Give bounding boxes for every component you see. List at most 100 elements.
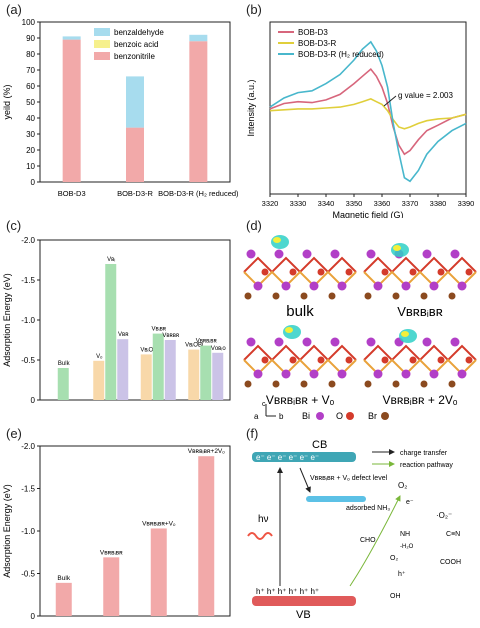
x-tick-label: 3370 (402, 199, 419, 208)
axis-a-label: a (254, 412, 259, 421)
series-line (269, 67, 467, 156)
structure-vbrbibr-vo (243, 325, 357, 389)
bar (188, 349, 200, 400)
structure-panel-d: bulk Vʙʀʙᵢʙʀ Vʙʀʙᵢʙʀ + Vₒ Vʙʀʙᵢʙʀ + 2Vₒ … (243, 235, 477, 421)
bar (57, 368, 69, 400)
structure-vbrbibr-2vo (363, 329, 477, 389)
legend-label: BOB-D3-R (H₂ reduced) (298, 50, 384, 59)
bar (198, 456, 215, 616)
x-tick-label: BOB-D3-R (117, 189, 153, 198)
x-tick-label: BOB-D3-R (H₂ reduced) (158, 189, 239, 198)
y-tick-label: -2.0 (21, 236, 35, 245)
br-atom-icon (381, 412, 389, 420)
bar-label: Bulk (57, 575, 70, 582)
conduction-band (252, 452, 356, 462)
series-line (269, 98, 467, 130)
axis-c-label: c (262, 401, 266, 408)
legend-label: BOB-D3 (298, 28, 328, 37)
legend-br-label: Br (368, 411, 377, 421)
y-tick-label: 30 (26, 130, 35, 139)
bar-label: Vʙʀʙʀ (162, 333, 180, 339)
bar (212, 352, 224, 400)
axes-icon: c a b (254, 401, 284, 421)
chart-e-adsorption: 0 -0.5 -1.0 -1.5 -2.0 Adsorption Energy (eV) B… (2, 442, 231, 621)
y-tick-label: 40 (26, 114, 35, 123)
superoxide-label: ·O₂⁻ (436, 511, 452, 520)
bar-label: Vʙᵢ (107, 257, 115, 263)
y-tick-label: -1.5 (21, 276, 35, 285)
bar-benzaldehyde (62, 36, 81, 40)
y-tick-label: 10 (26, 162, 35, 171)
bar (55, 582, 72, 616)
legend-swatch (94, 28, 110, 36)
bar (93, 360, 105, 400)
x-axis-label: Magnetic field (G) (332, 210, 403, 218)
bar (140, 354, 152, 400)
bar-label: Vᴏʙᵢᴏ (211, 346, 226, 352)
oh-label: OH (390, 593, 401, 600)
bar-label: Vₒ (96, 354, 103, 360)
g-value-annotation: g value = 2.003 (398, 91, 453, 100)
bar (105, 264, 117, 400)
bar-label: Vʙʀʙᵢʙʀ+Vₒ (142, 520, 176, 527)
o2-label: O₂ (398, 481, 407, 490)
panel-label-f: (f) (246, 426, 259, 441)
mechanism-panel-f: CB e⁻ e⁻ e⁻ e⁻ e⁻ e⁻ h⁺ h⁺ h⁺ h⁺ h⁺ h⁺ V… (247, 439, 461, 621)
structure-label-vbrbibr: Vʙʀʙᵢʙʀ (397, 304, 443, 319)
panel-label-c: (c) (6, 218, 22, 233)
nh-label: NH (400, 531, 410, 538)
bar-label: Vʙʀ (118, 332, 129, 338)
y-tick-label: 90 (26, 34, 35, 43)
legend-label: benzaldehyde (114, 28, 164, 37)
y-tick-label: 50 (26, 98, 35, 107)
bar-benzaldehyde (189, 34, 208, 42)
panel-label-a: (a) (6, 2, 22, 17)
bar-benzonitrile (189, 41, 208, 183)
y-tick-label: 0 (31, 178, 36, 187)
legend-label: benzoic acid (114, 40, 158, 49)
bar-label: Bulk (58, 361, 71, 367)
panel-label-e: (e) (6, 426, 22, 441)
series-line (269, 40, 467, 183)
annotation-arrow (383, 95, 397, 107)
light-label: hν (258, 514, 269, 525)
y-tick-label: -0.5 (21, 570, 35, 579)
electron-label: e⁻ (406, 499, 414, 506)
legend-charge-label: charge transfer (400, 450, 448, 457)
bar (103, 557, 120, 616)
bar-benzaldehyde (126, 76, 144, 128)
cooh-label: COOH (440, 559, 461, 566)
cn-label: C≡N (446, 531, 460, 538)
x-tick-label: 3380 (430, 199, 447, 208)
panel-label-b: (b) (246, 2, 262, 17)
legend-o-label: O (336, 411, 343, 421)
y-axis-label: Adsorption Energy (eV) (2, 484, 12, 578)
structure-label-vbrbibr-vo: Vʙʀʙᵢʙʀ + Vₒ (266, 393, 335, 407)
x-tick-label: 3320 (262, 199, 279, 208)
bar-label: Vʙʀʙᵢʙʀ+2Vₒ (188, 448, 226, 455)
y-axis-label: Adsorption Energy (eV) (2, 273, 12, 367)
trap-arrow (299, 467, 311, 493)
y-tick-label: -1.5 (21, 485, 35, 494)
vb-label: VB (296, 609, 311, 621)
structure-vbrbibr (363, 243, 477, 301)
valence-band (252, 596, 356, 606)
y-tick-label: -1.0 (21, 316, 35, 325)
bar (150, 528, 167, 616)
y-axis-label: Intensity (a.u.) (246, 79, 256, 136)
cb-label: CB (312, 439, 327, 451)
defect-level-label: Vʙʀʙᵢʙʀ + Vₒ defect level (310, 475, 388, 482)
y-tick-label: 0 (31, 396, 36, 405)
y-tick-label: 0 (31, 612, 36, 621)
defect-level-bar (306, 496, 366, 502)
bar-label: Vʙʀʙᵢʙʀ (196, 339, 218, 345)
bar (117, 339, 129, 400)
bi-atom-icon (316, 412, 324, 420)
axes-frame (269, 21, 467, 195)
cb-electrons: e⁻ e⁻ e⁻ e⁻ e⁻ e⁻ (256, 453, 319, 462)
bar-label: Vʙʀʙᵢʙʀ (100, 549, 123, 556)
structure-label-vbrbibr-2vo: Vʙʀʙᵢʙʀ + 2Vₒ (383, 393, 458, 407)
x-tick-label: 3360 (374, 199, 391, 208)
bar-benzonitrile (126, 127, 144, 182)
atom-legend: Bi O Br (302, 411, 389, 421)
